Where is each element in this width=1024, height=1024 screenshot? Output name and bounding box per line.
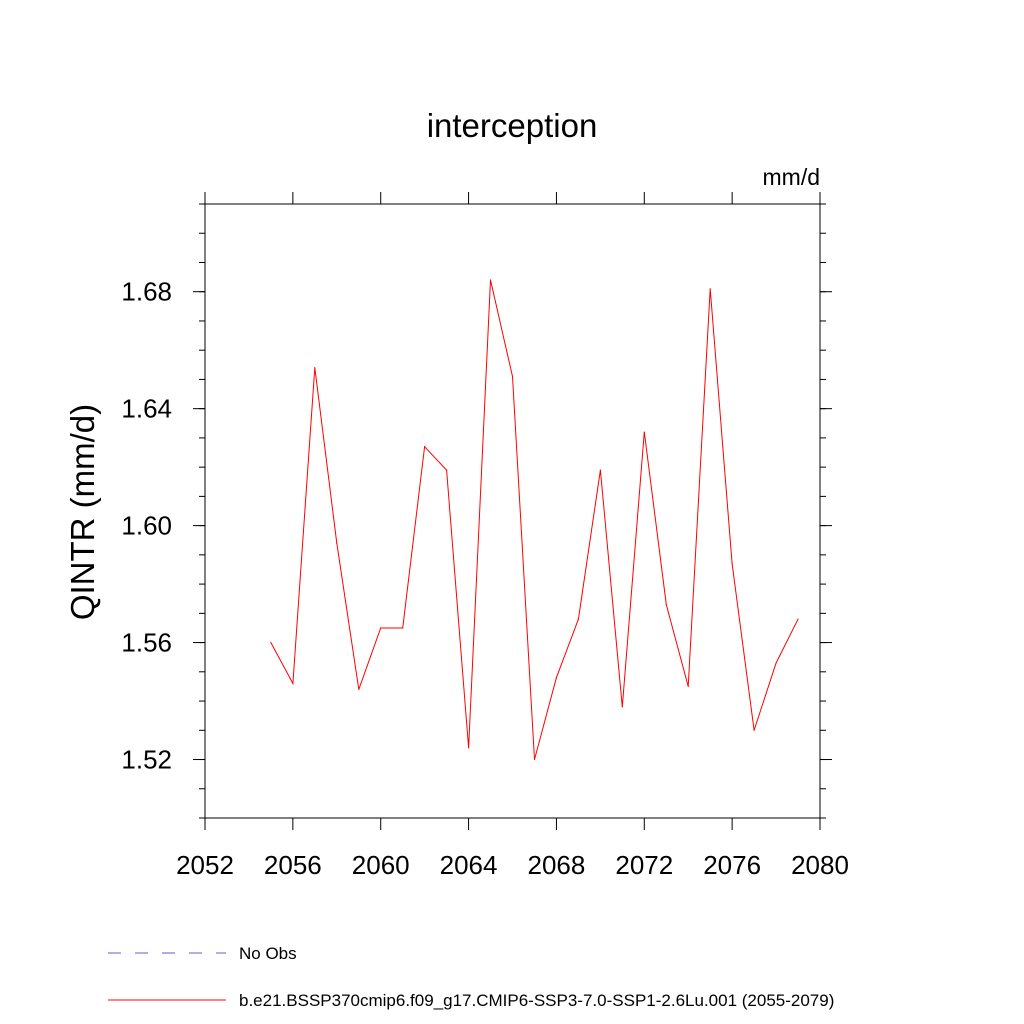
data-point [665,604,667,606]
data-point [446,469,448,471]
chart-title: interception [427,107,598,144]
data-point [797,618,799,620]
x-tick-labels: 2052 2056 2060 2064 2068 2072 2076 2080 [176,850,849,880]
data-point [577,618,580,620]
data-point [775,662,777,664]
y-tick-labels: 1.52 1.56 1.60 1.64 1.68 [121,277,172,775]
axis-ticks [193,192,832,830]
data-point [687,685,689,688]
data-point [358,688,360,691]
data-point [621,706,623,708]
series-line [270,279,799,760]
data-point [533,758,536,761]
x-tick-label: 2080 [791,850,849,880]
x-tick-label: 2076 [703,850,761,880]
data-point [402,627,404,629]
units-label: mm/d [763,164,821,190]
data-point [380,627,382,629]
y-tick-label: 1.60 [121,511,172,541]
data-point [709,288,711,290]
y-axis-label: QINTR (mm/d) [64,404,101,620]
data-point [336,542,338,544]
data-point [468,747,470,749]
data-point [489,279,492,281]
data-point [753,729,755,731]
x-tick-label: 2072 [615,850,673,880]
x-tick-label: 2052 [176,850,234,880]
data-point [555,677,558,679]
x-tick-label: 2064 [440,850,498,880]
series-layer [270,279,799,761]
data-point [731,563,733,565]
y-tick-label: 1.64 [121,394,172,424]
y-tick-label: 1.52 [121,745,172,775]
data-point [424,446,426,448]
data-point [643,431,645,433]
y-tick-label: 1.68 [121,277,172,307]
data-point [599,469,602,471]
data-point [292,682,294,685]
x-tick-label: 2056 [264,850,322,880]
data-point [270,642,272,644]
x-tick-label: 2060 [352,850,410,880]
y-tick-label: 1.56 [121,628,172,658]
data-point [314,367,316,369]
legend-label-no-obs: No Obs [239,944,297,963]
legend-label-model: b.e21.BSSP370cmip6.f09_g17.CMIP6-SSP3-7.… [239,991,834,1010]
x-tick-label: 2068 [528,850,586,880]
data-point [511,375,514,378]
legend: No Obs b.e21.BSSP370cmip6.f09_g17.CMIP6-… [108,944,834,1010]
plot-frame [204,203,821,819]
